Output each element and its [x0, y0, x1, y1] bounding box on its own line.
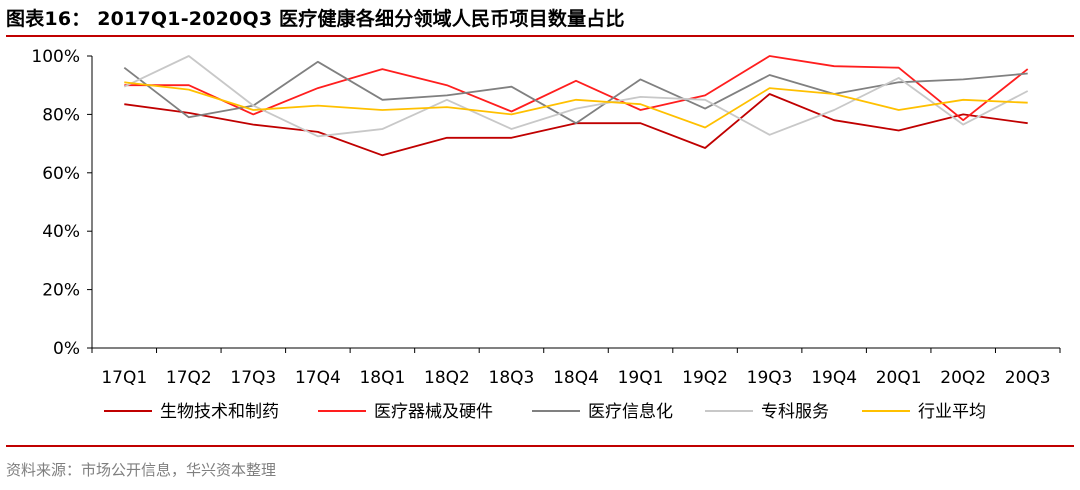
y-tick-label: 0%: [53, 339, 80, 359]
chart-title: 图表16： 2017Q1-2020Q3 医疗健康各细分领域人民币项目数量占比: [6, 8, 625, 30]
legend-label: 医疗信息化: [588, 402, 673, 422]
x-tick-label: 20Q3: [1005, 368, 1051, 388]
legend-label: 医疗器械及硬件: [374, 402, 493, 422]
x-tick-label: 17Q1: [101, 368, 147, 388]
x-tick-label: 19Q2: [682, 368, 728, 388]
y-tick-label: 80%: [42, 105, 80, 125]
footer-rule: [6, 445, 1074, 447]
x-tick-label: 18Q3: [489, 368, 535, 388]
series-line: [123, 60, 1028, 125]
x-tick-label: 17Q2: [166, 368, 212, 388]
chart-axes: 0% 20% 40% 60% 80% 100% 17Q1 17Q2 17Q3 17Q4 18Q1 18…: [31, 47, 1061, 388]
x-tick-label: 20Q1: [876, 368, 922, 388]
title-rule: [6, 35, 1074, 37]
x-tick-label: 19Q4: [811, 368, 857, 388]
series-line: [124, 81, 1028, 129]
x-tick-label: 19Q3: [747, 368, 793, 388]
x-tick-label: 18Q1: [359, 368, 405, 388]
legend-label: 行业平均: [918, 402, 986, 422]
series-line: [124, 93, 1028, 157]
x-tick-label: 19Q1: [618, 368, 664, 388]
chart-series: [123, 55, 1029, 157]
y-tick-label: 20%: [42, 281, 80, 301]
x-tick-label: 17Q3: [230, 368, 276, 388]
y-tick-label: 40%: [42, 222, 80, 242]
legend-label: 生物技术和制药: [160, 402, 279, 422]
y-tick-label: 60%: [42, 164, 80, 184]
line-chart: 0% 20% 40% 60% 80% 100% 17Q1 17Q2 17Q3 17Q4 18Q1 18…: [31, 47, 1061, 422]
x-tick-label: 18Q4: [553, 368, 599, 388]
x-tick-label: 18Q2: [424, 368, 470, 388]
x-tick-label: 20Q2: [940, 368, 986, 388]
legend-label: 专科服务: [761, 402, 829, 422]
series-line: [124, 55, 1029, 122]
x-tick-label: 17Q4: [295, 368, 341, 388]
y-tick-label: 100%: [31, 47, 80, 67]
chart-legend: 生物技术和制药 医疗器械及硬件 医疗信息化 专科服务 行业平均: [104, 402, 986, 422]
source-note: 资料来源：市场公开信息，华兴资本整理: [6, 461, 277, 479]
series-line: [123, 55, 1029, 138]
